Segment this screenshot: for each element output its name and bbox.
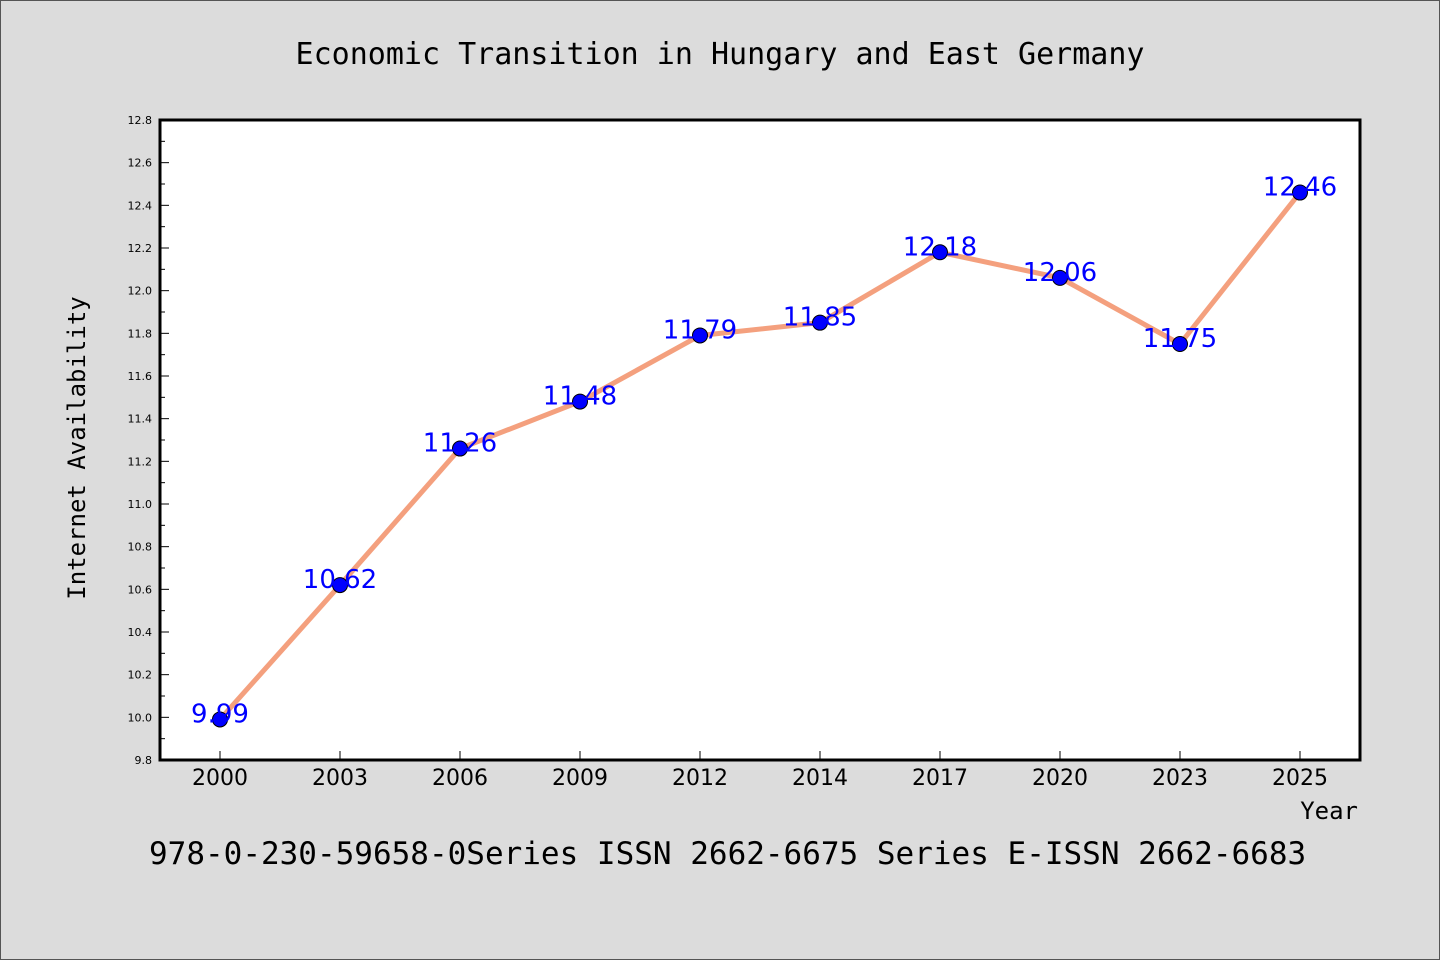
data-label: 12.06: [1023, 258, 1097, 288]
x-tick-label: 2023: [1152, 766, 1208, 791]
y-tick-label: 10.2: [128, 669, 153, 682]
footer-isbn-text: 978-0-230-59658-0Series ISSN 2662-6675 S…: [149, 836, 1306, 872]
data-label: 11.85: [783, 303, 857, 333]
y-tick-label: 10.6: [128, 583, 153, 596]
x-axis-label: Year: [1300, 797, 1358, 825]
x-axis: 2000 2003 2006 2009 2012 2014 2017 2020 2023 2025: [192, 751, 1328, 791]
y-tick-label: 11.8: [128, 327, 153, 340]
plot-area: [158, 118, 1362, 762]
data-point-marker: [332, 577, 348, 594]
data-point-marker: [1172, 336, 1188, 352]
y-tick-label: 12.4: [128, 199, 153, 212]
x-tick-label: 2000: [192, 766, 248, 791]
x-tick-label: 2006: [432, 766, 488, 791]
y-tick-label: 12.8: [128, 114, 153, 127]
data-point-marker: [1052, 269, 1068, 286]
data-label: 11.75: [1143, 324, 1217, 354]
x-tick-label: 2017: [912, 766, 968, 791]
series-line: [217, 190, 1303, 722]
data-point-marker: [692, 327, 708, 344]
x-tick-label: 2020: [1032, 766, 1088, 791]
y-tick-label: 9.8: [135, 754, 153, 767]
x-tick-label: 2003: [312, 766, 368, 791]
x-tick-label: 2009: [552, 766, 608, 791]
data-label: 12.18: [903, 232, 977, 262]
y-axis-label: Internet Availability: [63, 296, 91, 599]
series-line-group: [212, 184, 1308, 728]
data-point-marker: [932, 244, 948, 261]
x-tick-label: 2012: [672, 766, 728, 791]
y-axis: 9.8 10.0 10.2 10.4 10.6 10.8 11.0 11.2 11.4 11.6 1…: [128, 114, 169, 767]
data-label: 11.26: [423, 429, 497, 459]
y-tick-label: 12.0: [128, 285, 153, 298]
data-label: 12.46: [1263, 173, 1337, 203]
y-tick-label: 11.2: [128, 455, 153, 468]
y-tick-label: 10.4: [128, 626, 153, 639]
x-tick-label: 2025: [1272, 766, 1328, 791]
data-label: 11.48: [543, 382, 617, 412]
data-point-marker: [212, 711, 228, 728]
data-labels-group: 9.99 10.62 11.26 11.48 11.79 11.85 12.18 12.06 1…: [191, 173, 1337, 730]
data-point-marker: [452, 440, 468, 457]
x-tick-label: 2014: [792, 766, 848, 791]
data-point-marker: [812, 314, 828, 331]
y-tick-label: 12.6: [128, 157, 153, 170]
data-label: 9.99: [191, 699, 249, 729]
y-tick-label: 11.6: [128, 370, 153, 383]
y-tick-label: 10.8: [128, 541, 153, 554]
data-point-marker: [1292, 184, 1308, 201]
data-label: 11.79: [663, 315, 737, 345]
chart-title: Economic Transition in Hungary and East …: [296, 37, 1145, 72]
y-tick-label: 11.4: [128, 413, 153, 426]
y-tick-label: 11.0: [128, 498, 153, 511]
data-label: 10.62: [303, 565, 377, 595]
data-point-marker: [572, 393, 588, 410]
y-tick-label: 12.2: [128, 242, 153, 255]
y-tick-label: 10.0: [128, 711, 153, 724]
